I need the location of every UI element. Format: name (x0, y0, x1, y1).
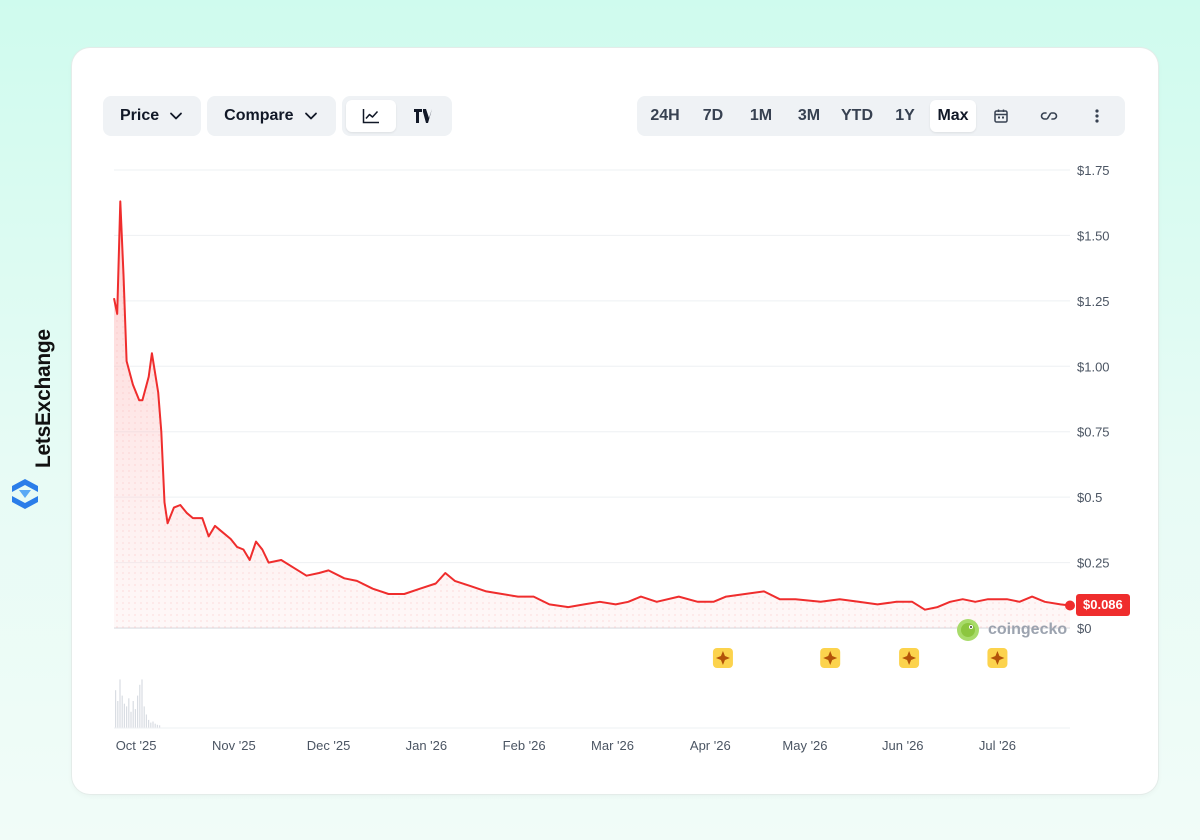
event-marker-icon[interactable] (899, 648, 920, 668)
volume-bar (148, 719, 150, 728)
line-chart-button[interactable] (345, 100, 396, 132)
y-tick-label: $0.75 (1077, 425, 1110, 440)
volume-bar (123, 703, 125, 728)
price-line (113, 200, 1071, 611)
chevron-down-icon (304, 112, 317, 120)
x-tick-label: Feb '26 (503, 738, 546, 753)
volume-bar (121, 695, 123, 728)
x-tick-label: Jul '26 (979, 738, 1016, 753)
x-tick-label: Mar '26 (591, 738, 634, 753)
y-tick-label: $0 (1077, 621, 1091, 636)
volume-bar (119, 679, 121, 728)
x-tick-label: May '26 (782, 738, 827, 753)
price-dropdown-label: Price (120, 107, 160, 124)
volume-bar (134, 709, 136, 728)
range-1y[interactable]: 1Y (895, 107, 915, 124)
volume-bar (145, 714, 147, 728)
y-tick-label: $1.00 (1077, 359, 1110, 374)
brand-logo-group: LetsExchange (6, 318, 55, 518)
current-price-dot (1065, 600, 1075, 611)
price-dropdown[interactable]: Price (103, 96, 202, 136)
tradingview-icon (413, 109, 432, 123)
compare-dropdown[interactable]: Compare (207, 96, 336, 136)
range-ytd[interactable]: YTD (841, 107, 873, 124)
volume-bar (132, 701, 134, 728)
chart-toolbar-left: Price Compare (103, 96, 452, 136)
x-tick-label: Nov '25 (212, 738, 256, 753)
volume-bar (150, 722, 152, 728)
volume-bar (137, 695, 139, 728)
tradingview-button[interactable] (398, 100, 448, 132)
range-max[interactable]: Max (930, 100, 976, 132)
volume-bar (126, 706, 128, 728)
link-button[interactable] (1026, 100, 1072, 132)
chart-card: Price Compare (72, 48, 1158, 794)
brand-name: LetsExchange (32, 329, 55, 468)
x-tick-label: Apr '26 (690, 738, 731, 753)
volume-bar (156, 724, 158, 728)
volume-bar (130, 711, 132, 728)
range-1m[interactable]: 1M (749, 107, 773, 124)
chevron-down-icon (170, 112, 183, 120)
event-marker-icon[interactable] (712, 648, 733, 668)
volume-bar (117, 701, 119, 728)
calendar-button[interactable] (978, 100, 1024, 132)
volume-bar (141, 679, 143, 728)
range-24h[interactable]: 24H (650, 107, 680, 124)
volume-bar (115, 690, 117, 728)
more-options-button[interactable] (1074, 100, 1120, 132)
range-toolbar: 24H 7D 1M 3M YTD 1Y Max (637, 96, 1125, 136)
chart-type-toggle (341, 96, 452, 136)
compare-dropdown-label: Compare (224, 107, 294, 124)
x-tick-label: Oct '25 (116, 738, 157, 753)
price-chart[interactable]: $0 $0.25 $0.5 $0.75 $1.00 $1.25 $1.50 $1.75 Oct… (72, 48, 1158, 794)
event-marker-icon[interactable] (987, 648, 1008, 668)
range-3m[interactable]: 3M (797, 107, 821, 124)
volume-bar (143, 706, 145, 728)
x-tick-label: Dec '25 (307, 738, 351, 753)
calendar-icon (994, 109, 1008, 123)
range-7d[interactable]: 7D (702, 107, 724, 124)
volume-bar (139, 684, 141, 728)
more-vertical-icon (1095, 109, 1099, 123)
line-chart-icon (362, 109, 379, 124)
price-area-texture (114, 201, 1070, 628)
link-icon (1040, 112, 1058, 120)
letsexchange-logo-icon (12, 479, 38, 509)
y-tick-label: $1.50 (1077, 228, 1110, 243)
volume-bar (152, 721, 154, 728)
range-selector: 24H 7D 1M 3M YTD 1Y Max (637, 96, 1125, 136)
y-tick-label: $0.25 (1077, 556, 1110, 571)
volume-bar (128, 698, 130, 728)
y-tick-label: $1.25 (1077, 294, 1110, 309)
x-tick-label: Jun '26 (882, 738, 924, 753)
y-tick-label: $1.75 (1077, 163, 1110, 178)
volume-bar (159, 725, 161, 728)
y-tick-label: $0.5 (1077, 490, 1102, 505)
event-marker-icon[interactable] (820, 648, 841, 668)
x-tick-label: Jan '26 (406, 738, 448, 753)
volume-bar (154, 723, 156, 728)
current-price-badge: $0.086 (1076, 594, 1130, 616)
coingecko-logo-icon (957, 619, 979, 641)
coingecko-label: coingecko (988, 621, 1068, 638)
coingecko-watermark: coingecko (956, 618, 1067, 642)
